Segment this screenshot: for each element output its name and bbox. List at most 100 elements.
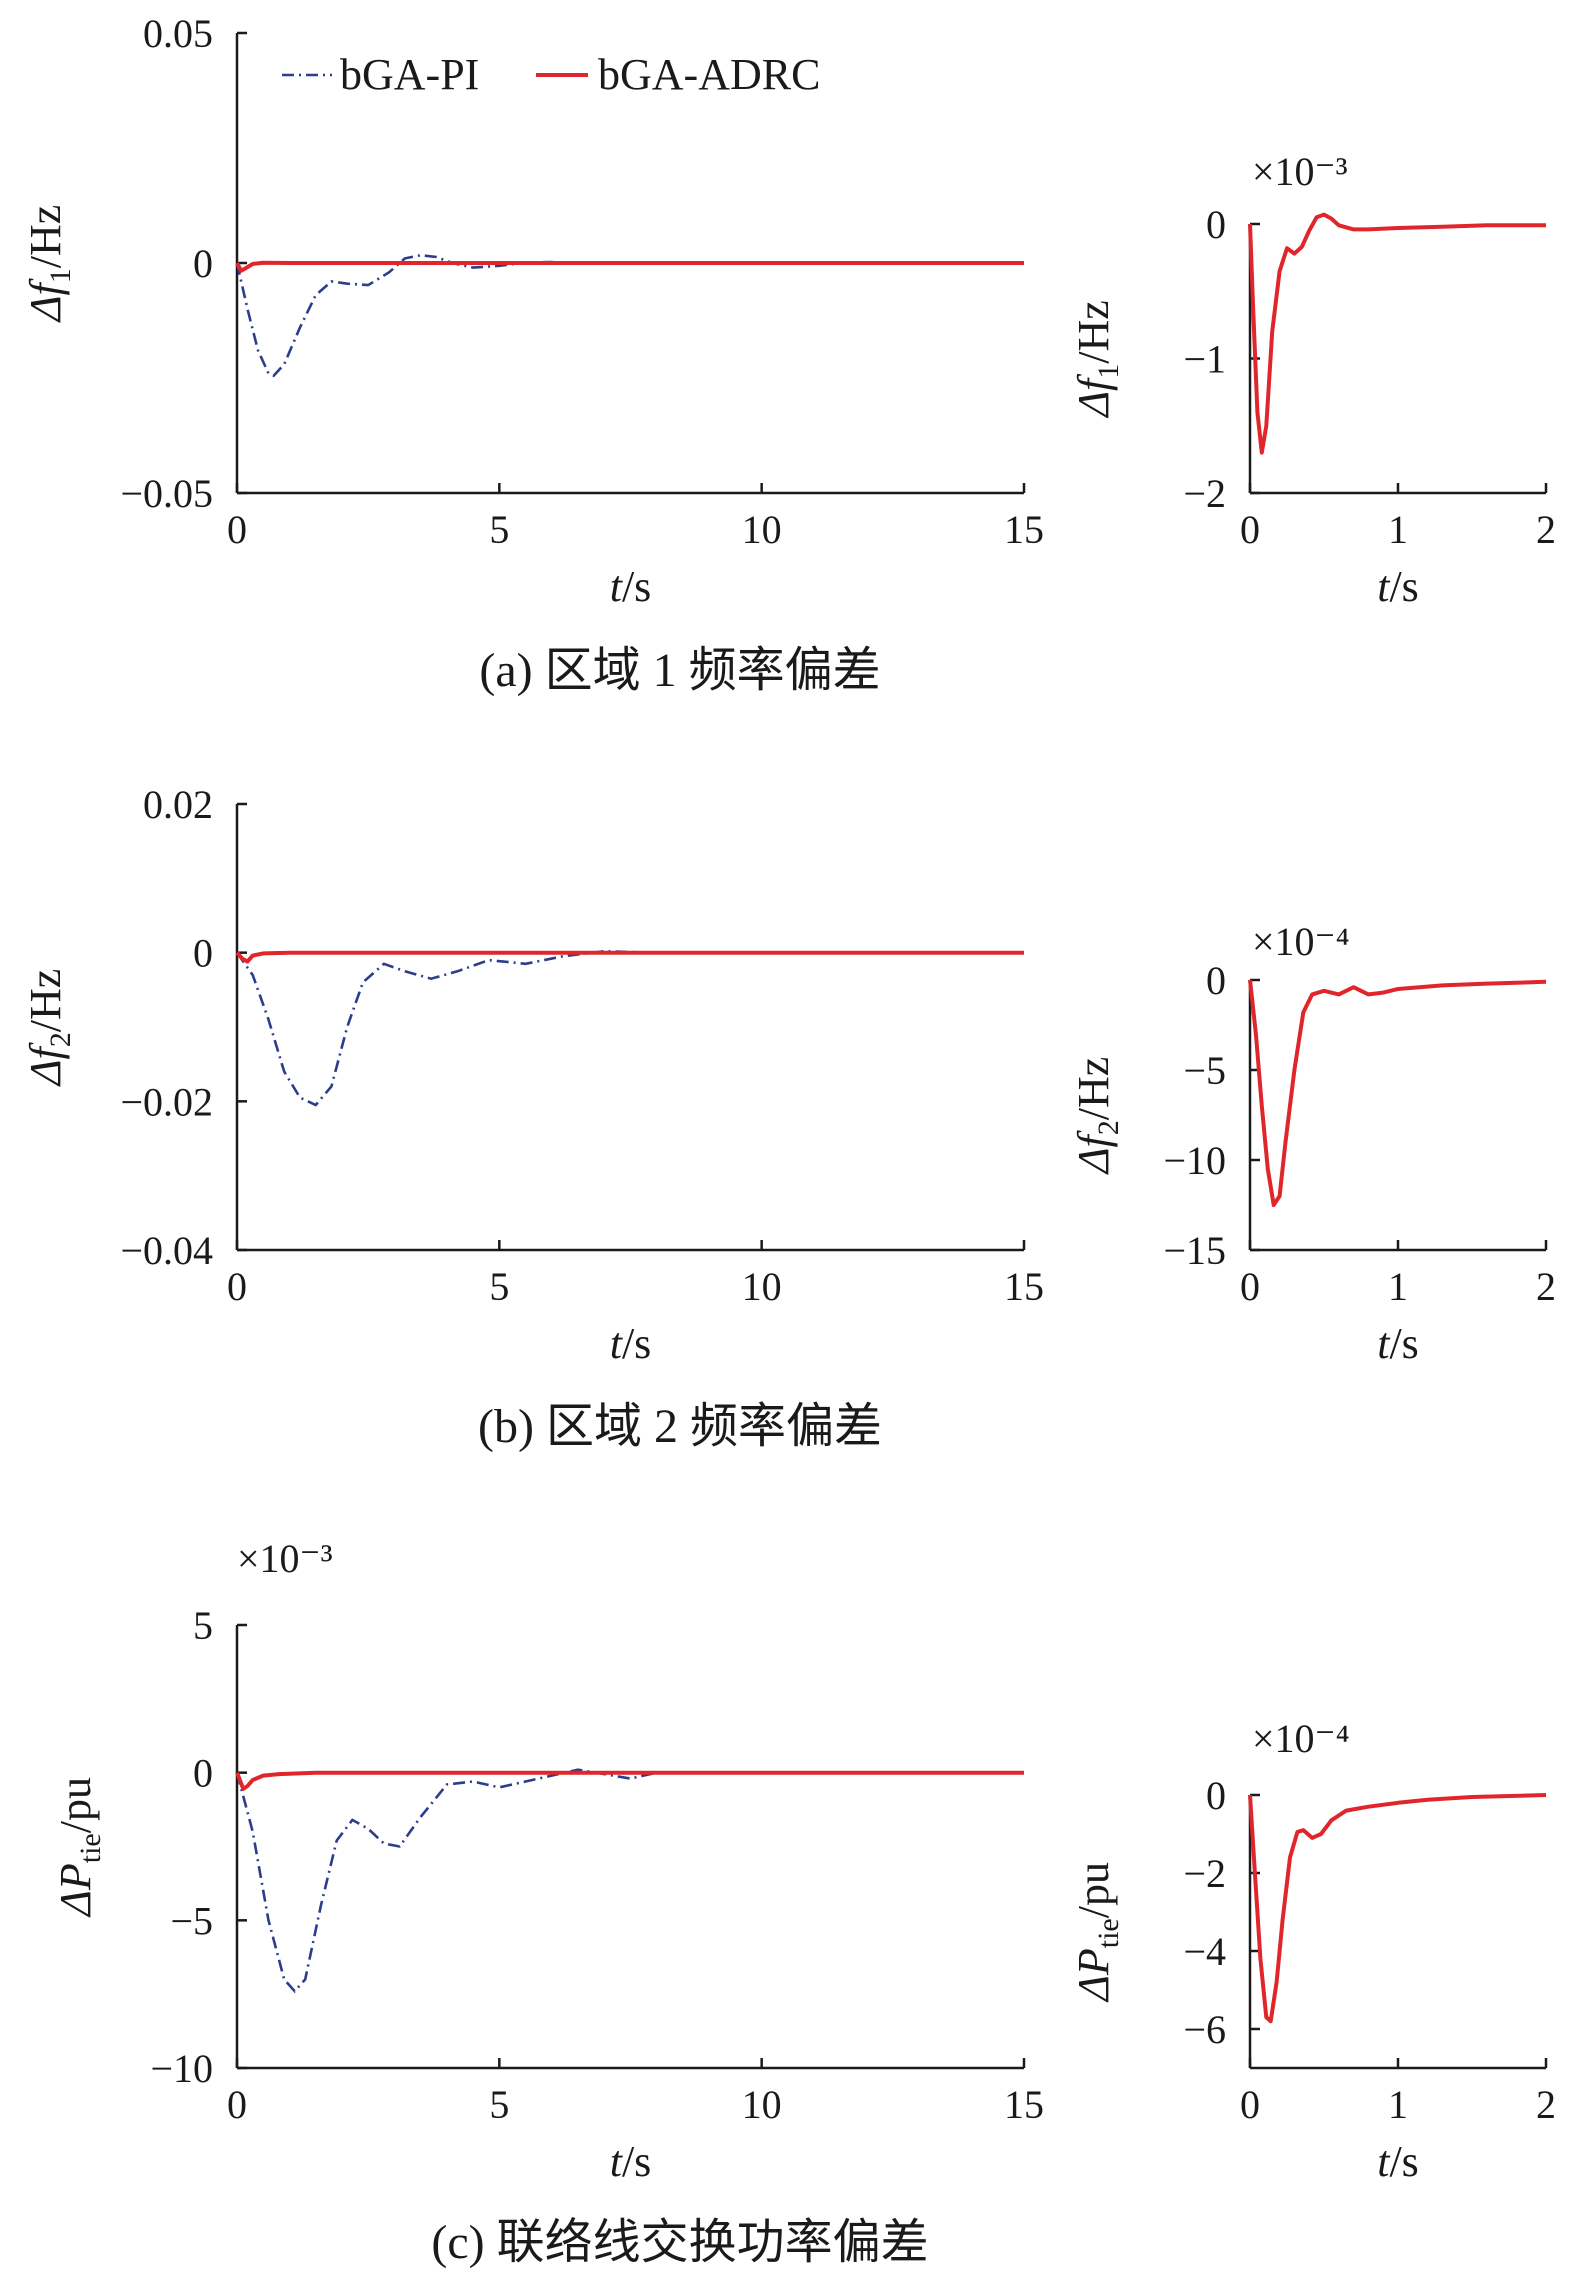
y-axis-label-unit: /Hz	[1069, 1057, 1118, 1121]
y-axis-label: Δf1/Hz	[21, 205, 77, 324]
series-line-adrc	[1248, 1793, 1547, 2024]
y-tick-label: 0	[1206, 1773, 1226, 1818]
x-tick-label: 1	[1388, 507, 1408, 552]
series-line-adrc	[1248, 979, 1547, 1207]
y-tick-label: −10	[1163, 1138, 1226, 1183]
y-tick-label: −5	[1183, 1048, 1226, 1093]
x-tick-label: 1	[1388, 2082, 1408, 2127]
y-axis-label-unit: /Hz	[1069, 300, 1118, 364]
y-axis-label-unit: /pu	[51, 1777, 100, 1833]
x-axis-label-unit: /s	[1389, 562, 1418, 611]
x-axis-label-unit: /s	[1389, 2137, 1418, 2186]
x-tick-label: 1	[1388, 1264, 1408, 1309]
x-axis-label-var: t	[610, 1319, 624, 1368]
series-line-pi	[235, 253, 1024, 378]
chart-c-main: 0 5 10 15 −10 −5 0 5 ×10⁻³ t/s ΔPtie/pu	[51, 1536, 1044, 2186]
x-axis-label: t/s	[610, 562, 652, 611]
series-line-adrc	[235, 1770, 1024, 1791]
x-tick-label: 15	[1004, 507, 1044, 552]
y-axis-label-sub: tie	[74, 1833, 107, 1863]
y-tick-label: −2	[1183, 1851, 1226, 1896]
x-axis-label: t/s	[1377, 2137, 1419, 2186]
caption-a: (a) 区域 1 频率偏差	[479, 644, 880, 697]
x-axis-label-unit: /s	[622, 1319, 651, 1368]
x-axis-label: t/s	[1377, 1319, 1419, 1368]
chart-b-main: 0 5 10 15 −0.04 −0.02 0 0.02 t/s Δf2/Hz	[21, 782, 1044, 1368]
y-axis-label-unit: /Hz	[21, 205, 70, 269]
x-tick-label: 5	[489, 2082, 509, 2127]
x-tick-label: 15	[1004, 1264, 1044, 1309]
y-tick-label: 0	[193, 931, 213, 976]
x-axis-label: t/s	[610, 2137, 652, 2186]
x-tick-label: 10	[742, 2082, 782, 2127]
x-tick-label: 2	[1536, 1264, 1556, 1309]
y-tick-label: 0.02	[143, 782, 213, 827]
x-tick-label: 0	[1240, 1264, 1260, 1309]
y-axis-label-main: Δf	[21, 277, 70, 323]
x-tick-label: 5	[489, 1264, 509, 1309]
caption-b: (b) 区域 2 频率偏差	[478, 1400, 882, 1453]
caption-c: (c) 联络线交换功率偏差	[431, 2216, 928, 2269]
x-tick-label: 10	[742, 1264, 782, 1309]
y-tick-label: −2	[1183, 471, 1226, 516]
y-tick-label: 0	[1206, 958, 1226, 1003]
y-axis-label-sub: 1	[44, 268, 77, 283]
y-axis-label-unit: /Hz	[21, 969, 70, 1033]
series-line-pi	[235, 949, 1024, 1107]
axis-multiplier: ×10⁻³	[237, 1536, 333, 1581]
y-tick-label: 0	[193, 241, 213, 286]
y-axis-label: ΔPtie/pu	[1069, 1862, 1125, 2003]
x-tick-label: 10	[742, 507, 782, 552]
y-axis-label-main: Δf	[1069, 373, 1118, 419]
y-tick-label: −6	[1183, 2007, 1226, 2052]
axis-multiplier: ×10⁻⁴	[1252, 919, 1350, 964]
y-tick-label: −1	[1183, 337, 1226, 382]
x-axis-label-var: t	[1377, 2137, 1391, 2186]
y-axis-label-sub: tie	[1092, 1918, 1125, 1948]
y-tick-label: −4	[1183, 1929, 1226, 1974]
y-tick-label: 0.05	[143, 11, 213, 56]
x-axis-label-unit: /s	[622, 562, 651, 611]
y-axis-label-main: ΔP	[51, 1863, 100, 1918]
y-axis-label: Δf2/Hz	[21, 969, 77, 1088]
legend-pi-label: bGA-PI	[340, 50, 479, 99]
y-axis-label: Δf2/Hz	[1069, 1057, 1125, 1176]
x-tick-label: 0	[1240, 507, 1260, 552]
y-tick-label: −15	[1163, 1228, 1226, 1273]
x-tick-label: 5	[489, 507, 509, 552]
x-tick-label: 2	[1536, 2082, 1556, 2127]
x-axis-label-var: t	[1377, 562, 1391, 611]
y-axis-label: Δf1/Hz	[1069, 300, 1125, 419]
chart-c-zoom: 0 1 2 −6 −4 −2 0 ×10⁻⁴ t/s ΔPtie/pu	[1069, 1716, 1556, 2186]
y-axis-label-unit: /pu	[1069, 1862, 1118, 1918]
y-axis-label-main: Δf	[21, 1041, 70, 1087]
y-tick-label: −0.02	[120, 1079, 213, 1124]
y-tick-label: −0.05	[120, 471, 213, 516]
x-axis-label-unit: /s	[1389, 1319, 1418, 1368]
series-line-pi	[235, 1768, 1024, 1994]
y-tick-label: −0.04	[120, 1228, 213, 1273]
series-line-adrc	[235, 950, 1024, 964]
x-tick-label: 2	[1536, 507, 1556, 552]
x-axis-label-var: t	[610, 2137, 624, 2186]
x-tick-label: 15	[1004, 2082, 1044, 2127]
axis-multiplier: ×10⁻³	[1252, 149, 1348, 194]
y-axis-label-sub: 2	[1092, 1120, 1125, 1135]
y-tick-label: 0	[1206, 202, 1226, 247]
y-tick-label: −5	[170, 1898, 213, 1943]
x-axis-label: t/s	[1377, 562, 1419, 611]
x-axis-label-var: t	[610, 562, 624, 611]
y-axis-label: ΔPtie/pu	[51, 1777, 107, 1918]
y-axis-label-main: Δf	[1069, 1129, 1118, 1175]
series-line-adrc	[1248, 212, 1546, 455]
legend-adrc-label: bGA-ADRC	[598, 50, 820, 99]
chart-a-main: 0 5 10 15 −0.05 0 0.05 t/s Δf1/Hz	[21, 11, 1044, 611]
y-tick-label: 0	[193, 1751, 213, 1796]
y-tick-label: −10	[150, 2046, 213, 2091]
x-tick-label: 0	[227, 1264, 247, 1309]
axis-multiplier: ×10⁻⁴	[1252, 1716, 1350, 1761]
x-axis-label-var: t	[1377, 1319, 1391, 1368]
y-axis-label-sub: 1	[1092, 364, 1125, 379]
